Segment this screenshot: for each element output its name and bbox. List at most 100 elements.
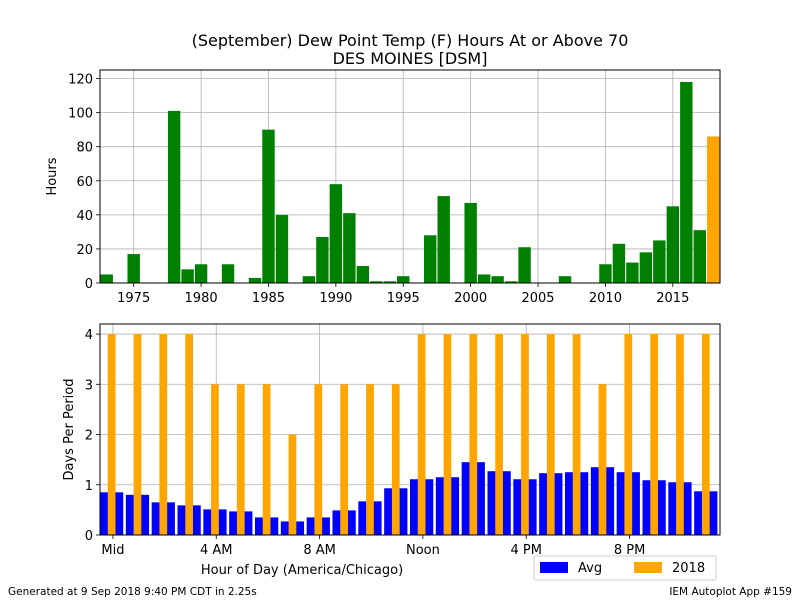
bar-2015 <box>666 206 680 283</box>
bar-1973 <box>100 274 113 283</box>
y-tick-label: 1 <box>85 479 93 494</box>
legend: Avg 2018 <box>533 555 717 581</box>
bar-2007 <box>558 276 572 283</box>
current-year-bar-hour-18 <box>572 334 581 535</box>
y-tick-label: 0 <box>85 529 93 544</box>
current-year-bar-hour-13 <box>443 334 452 535</box>
legend-label-avg: Avg <box>578 561 602 576</box>
chart-subtitle: DES MOINES [DSM] <box>333 49 488 68</box>
y-tick-label: 20 <box>76 243 93 258</box>
bar-1979 <box>181 269 194 283</box>
current-year-bar-hour-12 <box>417 334 426 535</box>
bar-1985 <box>262 129 275 283</box>
bar-2001 <box>477 274 491 283</box>
app-footer: IEM Autoplot App #159 <box>669 586 792 598</box>
x-tick-label: 4 AM <box>200 543 233 558</box>
current-year-bar-hour-9 <box>340 384 348 535</box>
current-year-bar-hour-10 <box>366 384 374 535</box>
x-tick-label: 2010 <box>589 291 622 306</box>
current-year-bar-hour-17 <box>546 334 555 535</box>
bar-2016 <box>680 81 693 283</box>
current-year-bar-hour-16 <box>521 334 529 535</box>
x-tick-label: 2015 <box>656 291 689 306</box>
current-year-bar-hour-7 <box>288 434 297 535</box>
bar-2018 <box>707 136 720 283</box>
bar-1982 <box>221 264 235 283</box>
y-tick-label: 0 <box>85 277 93 292</box>
y-tick-label: 120 <box>68 73 93 88</box>
legend-label-2018: 2018 <box>672 561 705 576</box>
y-axis-label: Hours <box>45 157 60 195</box>
bar-1992 <box>356 265 370 283</box>
current-year-bar-hour-23 <box>701 334 710 535</box>
bar-2017 <box>693 230 706 283</box>
legend-swatch-avg <box>540 562 568 573</box>
bar-1995 <box>397 276 410 283</box>
y-tick-label: 60 <box>76 175 93 190</box>
legend-box <box>533 555 717 581</box>
x-tick-label: 1990 <box>319 291 352 306</box>
plot-frame <box>99 69 721 284</box>
y-tick-label: 80 <box>76 141 93 156</box>
current-year-bar-hour-5 <box>236 384 245 535</box>
current-year-bar-hour-3 <box>185 334 193 535</box>
x-tick-label: 1995 <box>387 291 420 306</box>
current-year-bar-hour-11 <box>391 384 400 535</box>
bar-1991 <box>343 213 356 283</box>
legend-swatch-2018 <box>634 562 662 573</box>
bar-2010 <box>599 264 612 283</box>
bar-1988 <box>302 276 316 283</box>
bar-1997 <box>424 235 437 283</box>
bar-1984 <box>248 277 262 283</box>
current-year-bar-hour-2 <box>159 334 168 535</box>
bar-1978 <box>167 110 181 283</box>
y-tick-label: 100 <box>68 107 93 122</box>
bar-2000 <box>464 202 477 283</box>
x-tick-label: Noon <box>406 543 440 558</box>
generated-footer: Generated at 9 Sep 2018 9:40 PM CDT in 2… <box>8 586 257 598</box>
bar-2003 <box>504 281 518 283</box>
bar-2012 <box>626 262 639 283</box>
bar-2014 <box>653 240 666 283</box>
yearly-hours-chart: 1975 1980 1985 1990 1995 2000 2005 2010 2015 0 20 4… <box>45 69 721 306</box>
bar-1986 <box>275 214 289 283</box>
current-year-bar-hour-20 <box>624 334 633 535</box>
bar-1989 <box>316 236 329 283</box>
x-axis-label: Hour of Day (America/Chicago) <box>201 563 403 578</box>
bar-1980 <box>194 264 208 283</box>
x-tick-label: 8 AM <box>303 543 336 558</box>
x-tick-label: 4 PM <box>511 543 542 558</box>
x-tick-label: 2000 <box>454 291 487 306</box>
bar-2002 <box>491 276 504 283</box>
x-tick-label: 8 PM <box>614 543 645 558</box>
bar-2004 <box>518 247 531 283</box>
y-tick-label: 4 <box>85 328 93 343</box>
plot-frame <box>99 323 721 536</box>
current-year-bar-hour-1 <box>133 334 142 535</box>
y-tick-label: 3 <box>85 378 93 393</box>
bar-1998 <box>437 196 450 283</box>
bar-1994 <box>383 281 396 283</box>
current-year-bar-hour-6 <box>262 384 271 535</box>
x-tick-label: 2005 <box>521 291 554 306</box>
current-year-bar-hour-15 <box>495 334 503 535</box>
chart-title: (September) Dew Point Temp (F) Hours At … <box>192 31 629 50</box>
current-year-bar-hour-0 <box>107 334 116 535</box>
x-tick-label: 1975 <box>117 291 150 306</box>
x-tick-label: 1985 <box>252 291 285 306</box>
bar-2013 <box>639 252 653 283</box>
x-tick-label: Mid <box>101 543 124 558</box>
current-year-bar-hour-4 <box>211 384 219 535</box>
current-year-bar-hour-21 <box>650 334 658 535</box>
x-tick-label: 1980 <box>185 291 218 306</box>
y-tick-label: 2 <box>85 429 93 444</box>
current-year-bar-hour-8 <box>314 384 323 535</box>
bar-1975 <box>127 254 140 283</box>
hourly-days-chart: Mid 4 AM 8 AM Noon 4 PM 8 PM 0 1 2 3 4 Days Per Per… <box>62 323 721 578</box>
current-year-bar-hour-22 <box>676 334 684 535</box>
y-tick-label: 40 <box>76 209 93 224</box>
bar-2011 <box>612 243 626 283</box>
y-axis-label: Days Per Period <box>62 379 77 481</box>
current-year-bar-hour-14 <box>469 334 478 535</box>
